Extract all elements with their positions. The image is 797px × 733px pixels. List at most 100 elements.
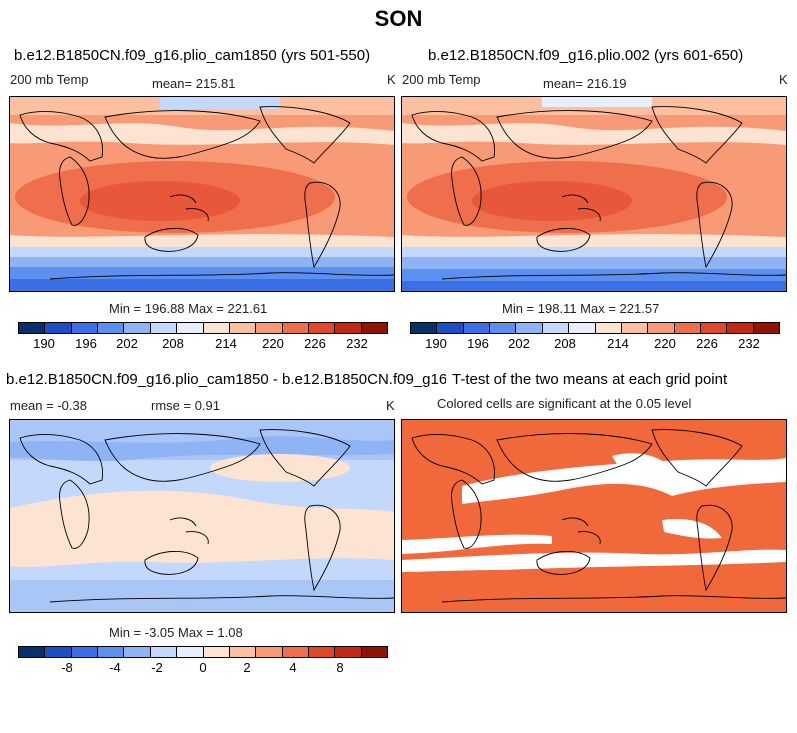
- colorbar-swatch: [360, 647, 388, 657]
- panel3-minmax: Min = -3.05 Max = 1.08: [109, 625, 243, 640]
- panel1-tick: 232: [346, 336, 368, 351]
- coast-south-america: [696, 504, 733, 592]
- panel2-minmax: Min = 198.11 Max = 221.57: [502, 301, 660, 316]
- panel3-field: [10, 420, 394, 612]
- panel3-tick: -4: [109, 660, 121, 675]
- panel1-minmax: Min = 196.88 Max = 221.61: [109, 301, 268, 316]
- coast-indonesia: [169, 194, 209, 222]
- coast-australia: [536, 228, 591, 252]
- panel4-map: [401, 419, 787, 613]
- panel2-units: K: [779, 72, 788, 87]
- arctic-cold-patch: [542, 97, 652, 107]
- panel2-tick: 214: [607, 336, 629, 351]
- panel3-tick: 0: [199, 660, 207, 675]
- panel3-tick: 2: [243, 660, 251, 675]
- colorbar-swatch: [699, 323, 727, 333]
- season-title: SON: [374, 6, 423, 31]
- panel3-mean: mean = -0.38: [10, 398, 87, 413]
- colorbar-swatch: [334, 647, 361, 657]
- colorbar-swatch: [123, 647, 150, 657]
- panel1-title: b.e12.B1850CN.f09_g16.plio_cam1850 (yrs …: [14, 47, 371, 64]
- coast-antarctica: [49, 272, 394, 280]
- panel3-tick: 8: [336, 660, 344, 675]
- panel1-tick: 214: [215, 336, 237, 351]
- colorbar-swatch: [752, 323, 780, 333]
- south-band-1: [402, 247, 786, 257]
- panel2-mean: mean= 216.19: [543, 76, 627, 91]
- panel3-tick: 4: [289, 660, 297, 675]
- coast-africa-eurasia: [411, 433, 495, 485]
- panel2-tick: 202: [508, 336, 530, 351]
- panel2-field: [402, 97, 786, 291]
- coast-asia: [104, 110, 261, 159]
- coast-australia: [144, 551, 199, 575]
- coastlines: [411, 106, 786, 280]
- panel1-map: [9, 96, 395, 292]
- coast-africa-eurasia: [19, 110, 103, 162]
- panel2-variable: 200 mb Temp: [402, 72, 481, 87]
- coast-north-america: [651, 429, 743, 487]
- colorbar-swatch: [489, 323, 516, 333]
- colorbar-swatch: [307, 323, 335, 333]
- tropical-positive-band: [10, 490, 394, 567]
- positive-patch: [210, 454, 350, 482]
- panel2-tick: 232: [738, 336, 760, 351]
- coast-south-america: [304, 504, 341, 592]
- colorbar-swatch: [307, 647, 335, 657]
- colorbar-swatch: [176, 323, 203, 333]
- coast-australia: [144, 228, 199, 252]
- coast-asia: [104, 433, 261, 482]
- colorbar-swatch: [568, 323, 595, 333]
- colorbar-swatch: [726, 323, 753, 333]
- panel4-title: T-test of the two means at each grid poi…: [452, 371, 728, 388]
- colorbar-swatch: [228, 647, 256, 657]
- colorbar-swatch: [19, 647, 45, 657]
- panel1-tick: 190: [33, 336, 55, 351]
- colorbar-swatch: [620, 323, 648, 333]
- panel1-mean: mean= 215.81: [152, 76, 236, 91]
- colorbar-swatch: [149, 647, 177, 657]
- colorbar-swatch: [228, 323, 256, 333]
- panel2-tick: 190: [425, 336, 447, 351]
- panel1-variable: 200 mb Temp: [10, 72, 89, 87]
- panel1-field: [10, 97, 394, 291]
- tropical-core: [472, 181, 632, 221]
- coast-asia: [496, 433, 653, 482]
- coast-africa: [451, 479, 482, 549]
- non-significant-band-2: [402, 549, 786, 572]
- coast-south-america: [304, 181, 341, 269]
- non-significant-pacific: [662, 518, 722, 539]
- panel3-colorbar: [18, 646, 388, 658]
- panel3-tick: -8: [61, 660, 73, 675]
- colorbar-swatch: [70, 647, 98, 657]
- colorbar-swatch: [541, 323, 569, 333]
- panel2-tick: 208: [554, 336, 576, 351]
- colorbar-swatch: [515, 323, 542, 333]
- colorbar-swatch: [594, 323, 621, 333]
- coast-north-america: [651, 106, 743, 164]
- south-band-3: [10, 267, 394, 279]
- colorbar-swatch: [462, 323, 490, 333]
- colorbar-swatch: [202, 647, 229, 657]
- coast-indonesia: [561, 194, 601, 222]
- coast-north-america: [259, 106, 351, 164]
- panel1-units: K: [387, 72, 396, 87]
- south-band-1: [10, 247, 394, 257]
- colorbar-swatch: [436, 323, 463, 333]
- panel3-tick: -2: [151, 660, 163, 675]
- colorbar-swatch: [97, 647, 124, 657]
- coast-indonesia: [169, 517, 209, 545]
- south-midlat-band: [402, 234, 786, 249]
- panel2-tick: 196: [467, 336, 489, 351]
- colorbar-swatch: [149, 323, 177, 333]
- colorbar-swatch: [255, 323, 282, 333]
- south-band: [10, 580, 394, 612]
- colorbar-swatch: [123, 323, 150, 333]
- panel1-tick: 196: [75, 336, 97, 351]
- colorbar-swatch: [44, 323, 71, 333]
- colorbar-swatch: [673, 323, 700, 333]
- south-band-4: [10, 279, 394, 291]
- colorbar-swatch: [360, 323, 388, 333]
- coast-australia: [536, 551, 591, 575]
- coast-asia: [496, 110, 653, 159]
